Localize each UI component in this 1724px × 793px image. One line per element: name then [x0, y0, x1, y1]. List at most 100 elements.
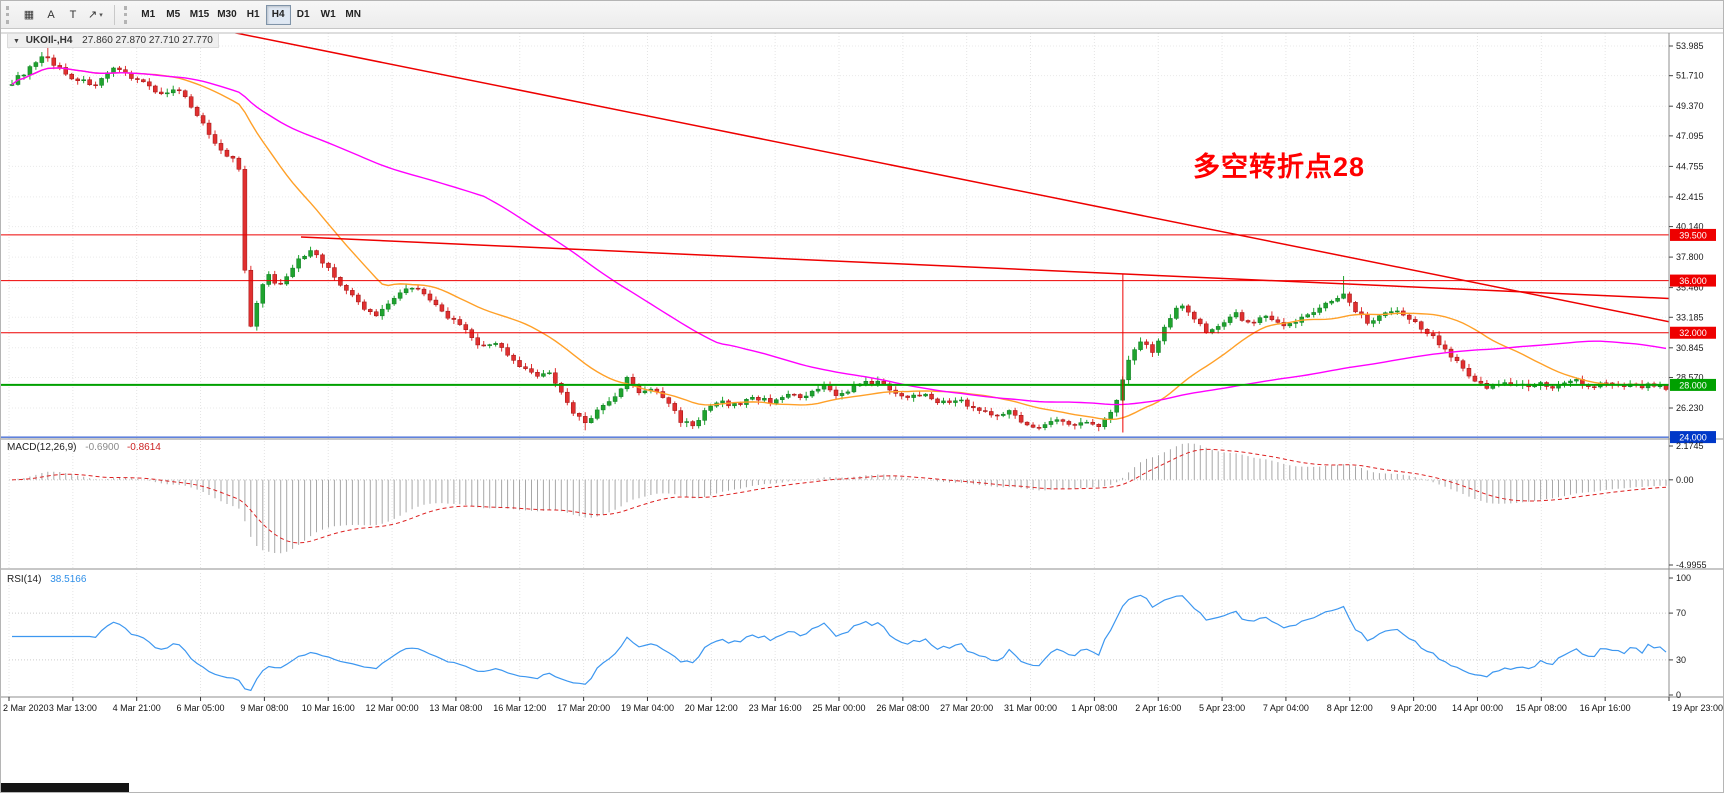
- svg-text:35.460: 35.460: [1676, 283, 1704, 293]
- svg-text:26.230: 26.230: [1676, 403, 1704, 413]
- tool-button-text-a[interactable]: A: [40, 4, 62, 25]
- timeframe-button-d1[interactable]: D1: [291, 5, 316, 25]
- svg-text:40.140: 40.140: [1676, 222, 1704, 232]
- svg-text:28.000: 28.000: [1679, 380, 1707, 390]
- timeframe-button-h1[interactable]: H1: [241, 5, 266, 25]
- svg-text:26 Mar 08:00: 26 Mar 08:00: [876, 703, 929, 713]
- chart-window-icon: ▦: [23, 9, 35, 21]
- rsi-value: 38.5166: [50, 574, 87, 585]
- timeframe-button-w1[interactable]: W1: [316, 5, 341, 25]
- text-a-icon: A: [47, 8, 55, 21]
- timeframe-button-m15[interactable]: M15: [186, 5, 213, 25]
- tool-button-chart-window[interactable]: ▦: [18, 4, 40, 25]
- rsi-indicator-label: RSI(14) 38.5166: [7, 574, 86, 585]
- ma-24-line: [11, 67, 1667, 421]
- svg-text:53.985: 53.985: [1676, 41, 1704, 51]
- svg-text:42.415: 42.415: [1676, 192, 1704, 202]
- macd-layer: [9, 443, 1669, 554]
- tool-button-draw-arrow[interactable]: ↗ ▾: [84, 4, 107, 25]
- top-toolbar: ▦ A T ↗ ▾ M1 M5 M15 M30 H1 H4 D1 W1 MN: [1, 1, 1723, 29]
- price-badge-24.000: [1670, 431, 1716, 444]
- svg-text:7 Apr 04:00: 7 Apr 04:00: [1263, 703, 1309, 713]
- svg-text:2.1745: 2.1745: [1676, 441, 1704, 451]
- svg-text:25 Mar 00:00: 25 Mar 00:00: [812, 703, 865, 713]
- draw-arrow-icon: ↗: [88, 9, 98, 21]
- timeframe-button-m5[interactable]: M5: [161, 5, 186, 25]
- svg-text:-4.9955: -4.9955: [1676, 560, 1707, 570]
- svg-text:37.800: 37.800: [1676, 252, 1704, 262]
- price-badge-32.000: [1670, 326, 1716, 339]
- ohlc-values: 27.860 27.870 27.710 27.770: [82, 35, 213, 46]
- svg-text:9 Mar 08:00: 9 Mar 08:00: [240, 703, 288, 713]
- draw-tools-group: ▦ A T ↗ ▾: [18, 4, 107, 25]
- rsi-line: [12, 594, 1667, 692]
- chart-canvas[interactable]: 53.985 51.710 49.370 47.095 44.755 42.415 40.1…: [1, 29, 1724, 793]
- macd-signal-line: [11, 448, 1667, 544]
- svg-text:49.370: 49.370: [1676, 101, 1704, 111]
- symbol-timeframe-label: UKOIl-,H4: [25, 35, 73, 46]
- svg-text:6 Mar 05:00: 6 Mar 05:00: [177, 703, 225, 713]
- svg-text:8 Apr 12:00: 8 Apr 12:00: [1327, 703, 1373, 713]
- tool-button-text-t[interactable]: T: [62, 4, 84, 25]
- svg-text:0.00: 0.00: [1676, 475, 1694, 485]
- svg-text:4 Mar 21:00: 4 Mar 21:00: [113, 703, 161, 713]
- svg-text:28.570: 28.570: [1676, 372, 1704, 382]
- svg-text:30: 30: [1676, 655, 1686, 665]
- candles-layer: [9, 46, 1669, 432]
- toolbar-grip[interactable]: [6, 5, 12, 24]
- dropdown-caret-icon: ▾: [99, 11, 103, 19]
- text-t-icon: T: [69, 8, 77, 21]
- macd-signal-value: -0.8614: [126, 442, 161, 453]
- drawings-layer[interactable]: [1, 31, 1724, 438]
- svg-text:13 Mar 08:00: 13 Mar 08:00: [429, 703, 482, 713]
- svg-text:24.000: 24.000: [1679, 433, 1707, 443]
- svg-text:31 Mar 00:00: 31 Mar 00:00: [1004, 703, 1057, 713]
- svg-text:5 Apr 23:00: 5 Apr 23:00: [1199, 703, 1245, 713]
- svg-text:32.000: 32.000: [1679, 328, 1707, 338]
- toolbar-grip-2[interactable]: [123, 5, 130, 24]
- svg-text:33.185: 33.185: [1676, 312, 1704, 322]
- grid-layer: [8, 33, 1670, 697]
- svg-text:19 Apr 23:00: 19 Apr 23:00: [1672, 703, 1723, 713]
- macd-histogram: [17, 443, 1667, 554]
- svg-text:30.845: 30.845: [1676, 343, 1704, 353]
- rsi-name: RSI(14): [7, 574, 42, 585]
- svg-text:2 Mar 2020: 2 Mar 2020: [3, 703, 49, 713]
- svg-text:1 Apr 08:00: 1 Apr 08:00: [1071, 703, 1117, 713]
- trendline-2: [300, 236, 1669, 300]
- chart-annotation-text: 多空转折点28: [1193, 152, 1366, 182]
- svg-text:39.500: 39.500: [1679, 230, 1707, 240]
- axes-layer: 53.985 51.710 49.370 47.095 44.755 42.415 40.1…: [1, 32, 1723, 713]
- ma-80-line: [11, 67, 1667, 406]
- svg-text:19 Mar 04:00: 19 Mar 04:00: [621, 703, 674, 713]
- macd-name: MACD(12,26,9): [7, 442, 77, 453]
- timeframe-button-h4[interactable]: H4: [265, 4, 291, 25]
- toolbar-separator: [113, 4, 115, 25]
- svg-text:12 Mar 00:00: 12 Mar 00:00: [366, 703, 419, 713]
- svg-text:10 Mar 16:00: 10 Mar 16:00: [302, 703, 355, 713]
- svg-text:47.095: 47.095: [1676, 131, 1704, 141]
- svg-text:51.710: 51.710: [1676, 71, 1704, 81]
- svg-text:16 Mar 12:00: 16 Mar 12:00: [493, 703, 546, 713]
- svg-text:15 Apr 08:00: 15 Apr 08:00: [1516, 703, 1567, 713]
- timeframe-button-mn[interactable]: MN: [341, 5, 366, 25]
- price-badge-39.500: [1670, 228, 1716, 241]
- bottom-dark-strip: [1, 783, 129, 792]
- collapse-icon[interactable]: ▼: [13, 38, 20, 45]
- svg-text:20 Mar 12:00: 20 Mar 12:00: [685, 703, 738, 713]
- svg-text:44.755: 44.755: [1676, 161, 1704, 171]
- chart-title: ▼ UKOIl-,H4 27.860 27.870 27.710 27.770: [7, 33, 219, 48]
- svg-text:70: 70: [1676, 608, 1686, 618]
- macd-indicator-label: MACD(12,26,9) -0.6900 -0.8614: [7, 442, 161, 453]
- svg-text:23 Mar 16:00: 23 Mar 16:00: [749, 703, 802, 713]
- timeframe-button-m1[interactable]: M1: [136, 5, 161, 25]
- timeframe-button-m30[interactable]: M30: [213, 5, 240, 25]
- rsi-layer: [9, 594, 1669, 692]
- timeframe-group: M1 M5 M15 M30 H1 H4 D1 W1 MN: [136, 4, 366, 25]
- svg-text:2 Apr 16:00: 2 Apr 16:00: [1135, 703, 1181, 713]
- macd-main-value: -0.6900: [85, 442, 120, 453]
- svg-text:100: 100: [1676, 573, 1691, 583]
- price-badge-36.000: [1670, 274, 1716, 287]
- svg-text:9 Apr 20:00: 9 Apr 20:00: [1391, 703, 1437, 713]
- svg-text:3 Mar 13:00: 3 Mar 13:00: [49, 703, 97, 713]
